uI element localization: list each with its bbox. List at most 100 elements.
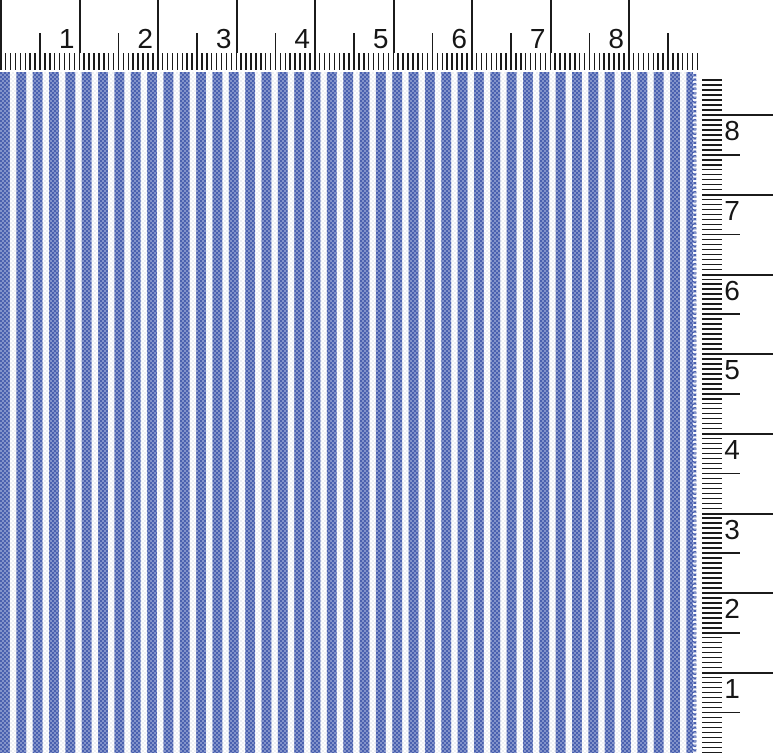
top-ruler-tick-inch: [314, 0, 316, 53]
top-ruler-tick-half: [510, 33, 512, 53]
right-ruler-tick-sixteenth: [702, 343, 722, 345]
top-ruler-tick-sixteenth: [240, 53, 242, 70]
top-ruler-tick-sixteenth: [618, 53, 620, 70]
right-ruler-tick-sixteenth: [702, 164, 722, 166]
top-ruler-tick-sixteenth: [485, 53, 488, 70]
top-ruler-tick-sixteenth: [44, 53, 46, 70]
right-ruler-tick-sixteenth: [702, 507, 722, 510]
right-ruler-tick-sixteenth: [702, 467, 722, 470]
top-ruler-number: 7: [529, 23, 546, 54]
top-ruler-number: 2: [137, 23, 153, 54]
right-ruler-tick-inch: [702, 512, 773, 515]
right-ruler-tick-sixteenth: [702, 716, 722, 719]
right-ruler-tick-sixteenth: [702, 572, 722, 574]
top-ruler-tick-half: [39, 33, 41, 53]
top-ruler-tick-sixteenth: [637, 53, 640, 70]
top-ruler-tick-sixteenth: [127, 53, 130, 70]
top-ruler-tick-sixteenth: [161, 53, 164, 70]
top-ruler-tick-sixteenth: [49, 53, 51, 70]
top-ruler-tick-sixteenth: [574, 53, 576, 70]
right-ruler-tick-sixteenth: [702, 168, 722, 171]
right-ruler-tick-sixteenth: [702, 208, 722, 211]
top-ruler-tick-sixteenth: [598, 53, 601, 70]
right-ruler-tick-sixteenth: [702, 422, 722, 425]
right-ruler-tick-sixteenth: [702, 149, 722, 151]
right-ruler-tick-sixteenth: [702, 333, 722, 335]
right-ruler-number: 4: [724, 433, 740, 465]
top-ruler-tick-sixteenth: [39, 53, 41, 70]
right-ruler-tick-sixteenth: [702, 99, 722, 101]
top-ruler-tick-sixteenth: [647, 53, 650, 70]
top-ruler-tick-inch: [157, 0, 159, 53]
top-ruler-number: 4: [294, 23, 310, 54]
top-ruler-tick-sixteenth: [407, 53, 409, 70]
top-ruler-number: 1: [58, 23, 75, 54]
right-ruler-tick-sixteenth: [702, 427, 722, 430]
top-ruler-tick-sixteenth: [421, 53, 424, 70]
right-ruler-tick-sixteenth: [702, 109, 722, 111]
right-ruler-tick-half: [702, 632, 740, 634]
top-ruler-tick-sixteenth: [83, 53, 85, 70]
top-ruler-tick-sixteenth: [78, 53, 80, 70]
top-ruler-tick-sixteenth: [441, 53, 444, 70]
top-ruler-tick-sixteenth: [328, 53, 331, 70]
right-ruler-tick-sixteenth: [702, 681, 722, 684]
right-ruler-tick-sixteenth: [702, 188, 722, 191]
right-ruler-tick-sixteenth: [702, 283, 722, 285]
top-ruler-tick-sixteenth: [142, 53, 144, 70]
top-ruler-tick-sixteenth: [667, 53, 669, 70]
right-ruler-tick-sixteenth: [702, 457, 722, 460]
right-ruler-tick-sixteenth: [702, 134, 722, 136]
top-ruler-tick-sixteenth: [264, 53, 267, 70]
top-ruler-tick-sixteenth: [475, 53, 478, 70]
top-ruler-tick-sixteenth: [171, 53, 174, 70]
right-ruler-number: 2: [724, 593, 740, 625]
right-ruler-tick-sixteenth: [702, 736, 722, 739]
right-ruler-tick-sixteenth: [702, 532, 722, 534]
right-ruler-tick-inch: [702, 114, 773, 117]
top-ruler-tick-sixteenth: [34, 53, 36, 70]
top-ruler-tick-sixteenth: [691, 53, 694, 70]
right-ruler-number: 6: [724, 274, 740, 306]
right-ruler-number: 7: [724, 194, 740, 226]
top-ruler-tick-sixteenth: [107, 53, 110, 70]
top-ruler-tick-sixteenth: [289, 53, 291, 70]
top-ruler-tick-sixteenth: [613, 53, 615, 70]
right-ruler-tick-inch: [702, 432, 773, 435]
top-ruler-tick-inch: [471, 0, 473, 53]
right-ruler-tick-sixteenth: [702, 84, 722, 86]
top-ruler-tick-sixteenth: [490, 53, 493, 70]
top-ruler-tick-sixteenth: [98, 53, 100, 70]
right-ruler-tick-sixteenth: [702, 497, 722, 500]
right-ruler-tick-inch: [702, 671, 773, 674]
top-ruler-tick-sixteenth: [206, 53, 208, 70]
top-ruler-tick-sixteenth: [260, 53, 262, 70]
right-ruler-tick-sixteenth: [702, 348, 722, 350]
top-ruler-tick-sixteenth: [652, 53, 655, 70]
right-ruler-tick-sixteenth: [702, 308, 722, 310]
right-ruler-tick-sixteenth: [702, 482, 722, 485]
top-ruler-tick-sixteenth: [294, 53, 296, 70]
right-ruler-tick-sixteenth: [702, 617, 722, 619]
top-ruler-tick-sixteenth: [284, 53, 287, 70]
top-ruler-tick-sixteenth: [230, 53, 233, 70]
right-ruler-tick-sixteenth: [702, 94, 722, 96]
top-ruler-tick-sixteenth: [53, 53, 56, 70]
top-ruler-tick-inch: [0, 0, 2, 53]
right-ruler-tick-sixteenth: [702, 706, 722, 709]
right-ruler-tick-sixteenth: [702, 248, 722, 251]
top-ruler-tick-sixteenth: [353, 53, 355, 70]
top-ruler-tick-sixteenth: [323, 53, 326, 70]
top-ruler-tick-sixteenth: [137, 53, 139, 70]
top-ruler-tick-sixteenth: [274, 53, 277, 70]
right-ruler-tick-inch: [702, 592, 773, 595]
right-ruler-tick-sixteenth: [702, 726, 722, 729]
top-ruler-tick-sixteenth: [515, 53, 517, 70]
right-ruler-tick-sixteenth: [702, 582, 722, 584]
right-ruler-tick-sixteenth: [702, 622, 722, 624]
top-ruler-tick-sixteenth: [554, 53, 556, 70]
right-ruler-tick-sixteenth: [702, 373, 722, 375]
right-ruler-tick-sixteenth: [702, 746, 722, 749]
right-ruler-tick-sixteenth: [702, 383, 722, 385]
right-ruler-tick-sixteenth: [702, 378, 722, 380]
